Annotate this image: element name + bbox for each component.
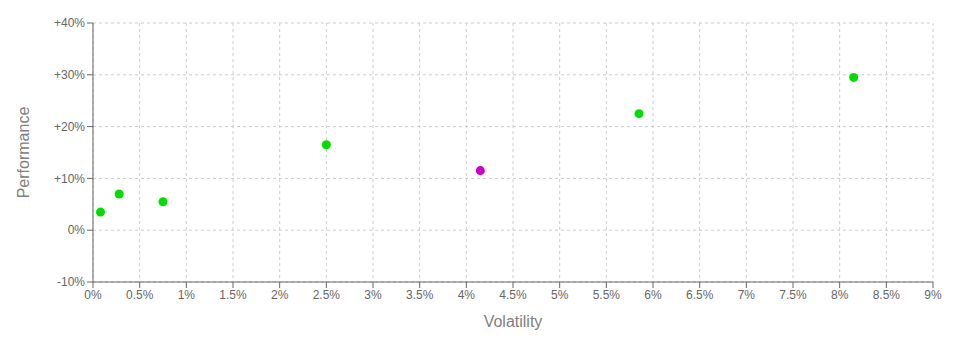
svg-text:6%: 6%	[644, 288, 662, 302]
svg-text:9%: 9%	[924, 288, 942, 302]
svg-text:1%: 1%	[178, 288, 196, 302]
svg-text:4.5%: 4.5%	[499, 288, 527, 302]
svg-text:8.5%: 8.5%	[873, 288, 901, 302]
svg-text:+10%: +10%	[54, 172, 85, 186]
svg-text:3%: 3%	[364, 288, 382, 302]
svg-text:+20%: +20%	[54, 120, 85, 134]
svg-text:5.5%: 5.5%	[593, 288, 621, 302]
svg-text:2%: 2%	[271, 288, 289, 302]
svg-text:0%: 0%	[68, 223, 86, 237]
svg-text:3.5%: 3.5%	[406, 288, 434, 302]
svg-text:2.5%: 2.5%	[313, 288, 341, 302]
svg-text:7.5%: 7.5%	[779, 288, 807, 302]
svg-text:-10%: -10%	[57, 275, 85, 289]
svg-text:+30%: +30%	[54, 68, 85, 82]
svg-text:5%: 5%	[551, 288, 569, 302]
svg-text:Performance: Performance	[15, 107, 32, 199]
svg-text:7%: 7%	[738, 288, 756, 302]
svg-text:+40%: +40%	[54, 16, 85, 30]
svg-text:0%: 0%	[84, 288, 102, 302]
svg-text:1.5%: 1.5%	[219, 288, 247, 302]
svg-text:0.5%: 0.5%	[126, 288, 154, 302]
svg-text:Volatility: Volatility	[484, 313, 543, 330]
svg-text:6.5%: 6.5%	[686, 288, 714, 302]
svg-text:8%: 8%	[831, 288, 849, 302]
svg-text:4%: 4%	[458, 288, 476, 302]
